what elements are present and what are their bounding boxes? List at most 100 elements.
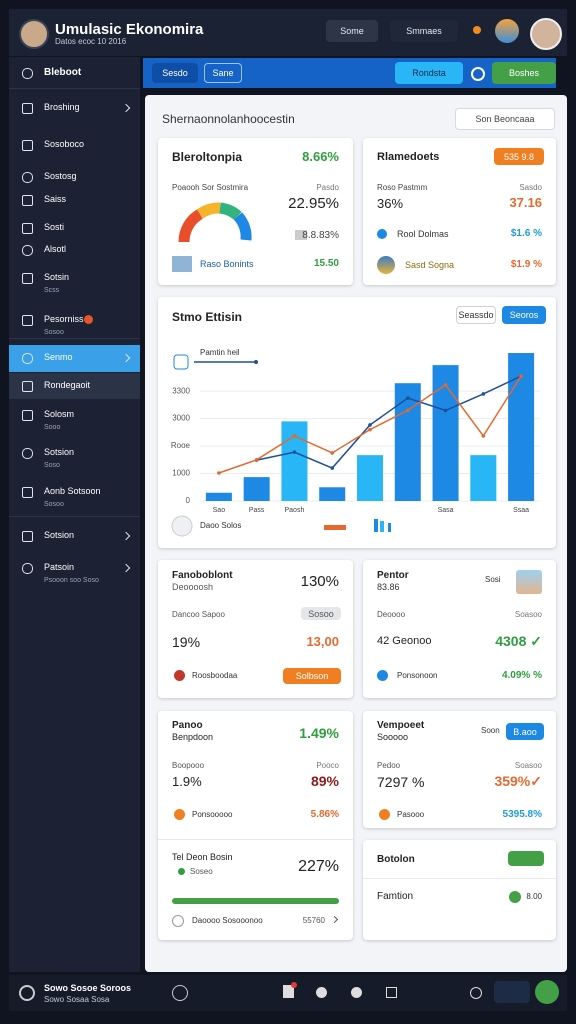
nav-label[interactable]: Alsotl: [44, 244, 67, 254]
toolbar-button[interactable]: Boshes: [492, 62, 556, 84]
chevron[interactable]: [121, 103, 131, 113]
chart-button[interactable]: Seassdo: [456, 306, 496, 324]
footer-legend: [380, 521, 384, 532]
card-title: Panoo: [172, 720, 203, 731]
icon[interactable]: [283, 985, 294, 998]
button-label: Boshes: [508, 68, 540, 78]
button-label: Smmaes: [406, 26, 442, 36]
chevron[interactable]: [121, 563, 131, 573]
row-value: 8.00: [526, 892, 542, 901]
selected-item[interactable]: [9, 373, 140, 399]
nav-icon[interactable]: [22, 172, 33, 183]
card-button[interactable]: [508, 851, 544, 866]
stat-card: Panoo Benpdoon 1.49% Boopooo Pooco 1.9% …: [158, 711, 353, 940]
toolbar-button[interactable]: Sesdo: [152, 63, 198, 83]
icon[interactable]: [316, 987, 327, 998]
bar: [357, 455, 383, 501]
nav-label[interactable]: Solosm: [44, 409, 75, 419]
icon[interactable]: [172, 985, 188, 1001]
avatar[interactable]: [535, 980, 559, 1004]
nav-icon[interactable]: [22, 531, 33, 542]
nav-label[interactable]: Sosoboco: [44, 139, 85, 149]
nav-label[interactable]: Sostosg: [44, 171, 77, 181]
nav-icon[interactable]: [22, 195, 33, 206]
nav-icon[interactable]: [22, 410, 33, 421]
row-label: Pasooo: [397, 810, 425, 819]
nav-icon[interactable]: [22, 448, 33, 459]
card-label: Soasoo: [514, 610, 542, 619]
nav-icon[interactable]: [22, 487, 33, 498]
nav-icon[interactable]: [22, 381, 33, 392]
icon[interactable]: [386, 987, 397, 998]
avatar[interactable]: [19, 19, 49, 49]
nav-label[interactable]: Patsoin: [44, 562, 75, 572]
nav-icon[interactable]: [22, 353, 33, 364]
chart-footer: Daoo Solos: [200, 521, 241, 530]
nav-label[interactable]: Saiss: [44, 194, 67, 204]
nav-icon[interactable]: [22, 68, 33, 79]
nav-icon[interactable]: [22, 563, 33, 574]
icon[interactable]: [19, 985, 35, 1001]
nav-icon[interactable]: [22, 103, 33, 114]
nav-label[interactable]: Bleboot: [44, 67, 82, 78]
y-tick-label: Rooe: [171, 441, 191, 450]
line-series: [256, 375, 522, 469]
nav-label[interactable]: Pesorniss: [44, 314, 84, 324]
nav-label[interactable]: Sotsin: [44, 272, 70, 282]
card-label: Boopooo: [172, 761, 205, 770]
chart-button[interactable]: Seoros: [502, 306, 546, 324]
chevron[interactable]: [121, 531, 131, 541]
card-button[interactable]: Solbson: [283, 668, 341, 684]
chart-title: Stmo Ettisin: [172, 310, 243, 324]
icon: [295, 230, 307, 240]
nav-icon[interactable]: [22, 273, 33, 284]
toolbar-button[interactable]: Rondsta: [395, 62, 463, 84]
card-value: 89%: [310, 773, 339, 789]
nav-icon[interactable]: [22, 140, 33, 151]
active-item[interactable]: [9, 345, 140, 372]
chevron[interactable]: [330, 915, 339, 924]
header-button[interactable]: Some: [326, 20, 378, 42]
nav-label[interactable]: Rondegaoit: [44, 380, 91, 390]
line-point: [254, 458, 259, 462]
line-point: [443, 408, 448, 413]
nav-icon[interactable]: [22, 315, 33, 326]
nav-label[interactable]: Sotsion: [44, 447, 75, 457]
search-box[interactable]: Son Beoncaaa: [455, 108, 555, 130]
nav-icon[interactable]: [22, 223, 33, 234]
icon[interactable]: [471, 67, 485, 81]
toolbar-button[interactable]: Sane: [204, 63, 242, 83]
nav-label[interactable]: Sosti: [44, 222, 65, 232]
nav-icon[interactable]: [22, 245, 33, 256]
divider: [9, 88, 140, 89]
app-title: Umulasic Ekonomira: [55, 21, 204, 38]
line-point: [330, 466, 335, 470]
notification-dot[interactable]: [473, 26, 481, 34]
nav-label[interactable]: Sotsion: [44, 530, 75, 540]
button-label: Seoros: [509, 310, 539, 320]
card-button[interactable]: B.aoo: [506, 723, 544, 740]
icon[interactable]: [470, 987, 482, 999]
nav-label[interactable]: Senmo: [44, 352, 73, 362]
card-value: 36%: [377, 196, 404, 211]
card-value: 4308 ✓: [495, 633, 542, 649]
avatar[interactable]: [530, 18, 562, 50]
card-value: 22.95%: [288, 195, 339, 212]
card-button[interactable]: 535 9.8: [494, 148, 544, 165]
button-label: Seassdo: [458, 310, 494, 320]
nav-label[interactable]: Broshing: [44, 102, 80, 112]
icon[interactable]: [495, 19, 519, 43]
icon: [172, 915, 184, 927]
icon[interactable]: [351, 987, 362, 998]
nav-label[interactable]: Aonb Sotsoon: [44, 486, 101, 496]
thumbnail[interactable]: [516, 570, 542, 594]
bar: [394, 383, 421, 501]
stat-card: Vempoeet Sooooo Soon B.aoo Pedoo Soasoo …: [363, 711, 556, 828]
icon-button[interactable]: [494, 981, 530, 1003]
card-label: Pedoo: [377, 761, 401, 770]
row-label: Sasd Sogna: [405, 260, 455, 270]
line-point: [405, 396, 410, 400]
bar: [243, 477, 270, 501]
header-button[interactable]: Smmaes: [390, 20, 458, 42]
line-point: [368, 423, 372, 427]
